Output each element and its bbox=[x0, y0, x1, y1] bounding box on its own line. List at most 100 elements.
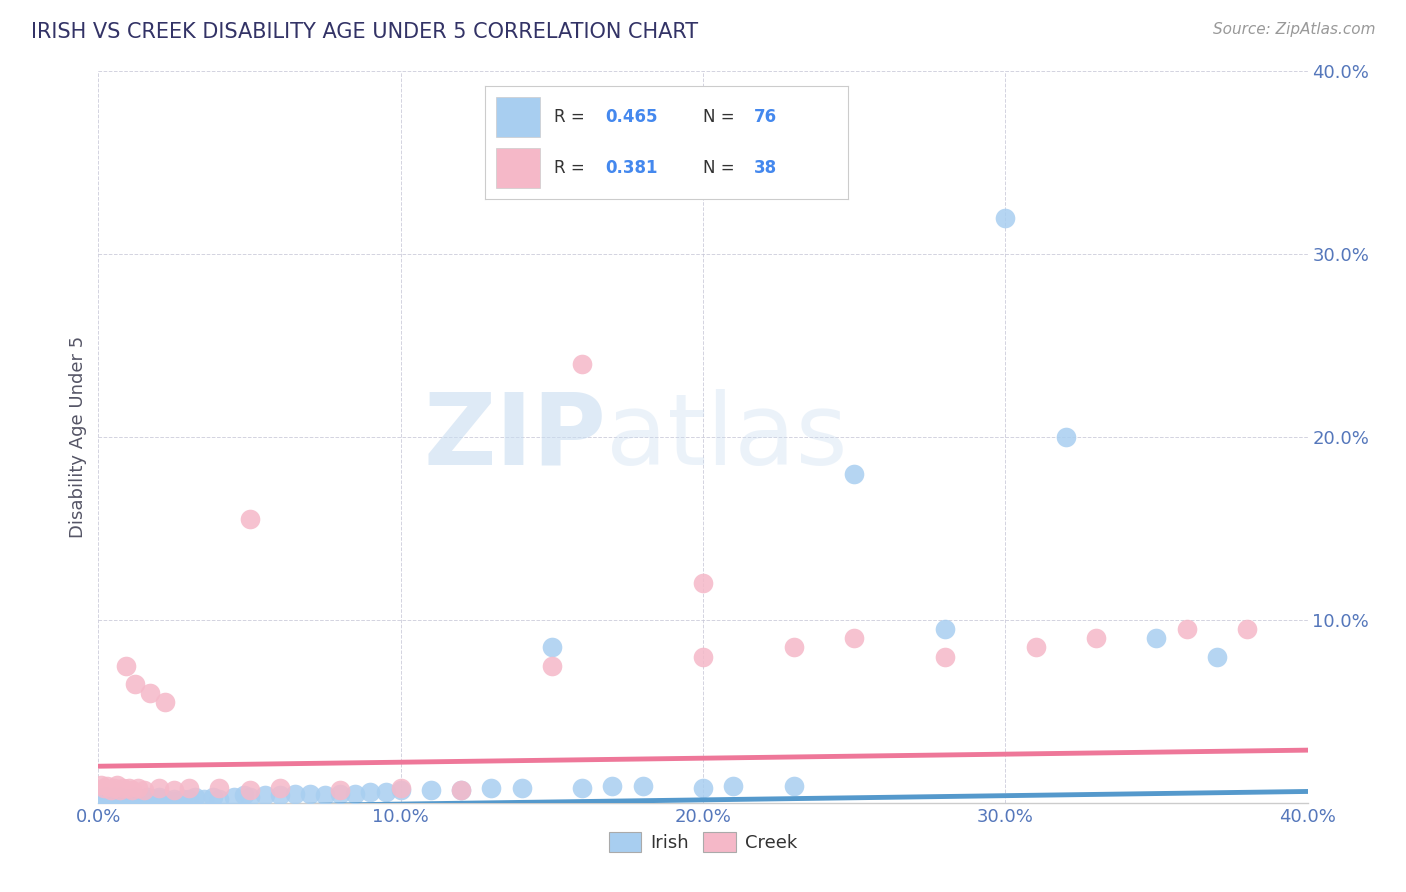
Text: Source: ZipAtlas.com: Source: ZipAtlas.com bbox=[1212, 22, 1375, 37]
Point bbox=[692, 781, 714, 796]
Point bbox=[132, 792, 155, 806]
Point bbox=[114, 658, 136, 673]
Point bbox=[114, 794, 136, 808]
Point bbox=[571, 357, 593, 371]
Point bbox=[269, 789, 291, 803]
Point bbox=[153, 792, 176, 806]
Point bbox=[344, 787, 367, 801]
Point bbox=[100, 792, 122, 806]
Point bbox=[571, 781, 593, 796]
Point bbox=[93, 794, 115, 808]
Point bbox=[111, 794, 134, 808]
Point bbox=[90, 792, 112, 806]
Point bbox=[118, 792, 141, 806]
Point bbox=[96, 790, 118, 805]
Point bbox=[148, 792, 170, 806]
Point bbox=[540, 640, 562, 655]
Point bbox=[148, 781, 170, 796]
Point bbox=[389, 783, 412, 797]
Point bbox=[108, 794, 131, 808]
Point bbox=[135, 790, 157, 805]
Point bbox=[153, 695, 176, 709]
Point bbox=[103, 794, 125, 808]
Text: atlas: atlas bbox=[606, 389, 848, 485]
Point bbox=[232, 789, 254, 803]
Point bbox=[96, 792, 118, 806]
Point bbox=[1236, 622, 1258, 636]
Point bbox=[179, 792, 201, 806]
Point bbox=[105, 792, 128, 806]
Point bbox=[124, 790, 146, 805]
Point bbox=[844, 467, 866, 481]
Point bbox=[208, 792, 231, 806]
Point bbox=[132, 794, 155, 808]
Point bbox=[1085, 632, 1108, 646]
Point bbox=[93, 790, 115, 805]
Point bbox=[269, 781, 291, 796]
Point bbox=[166, 794, 188, 808]
Point bbox=[284, 787, 307, 801]
Point bbox=[1144, 632, 1167, 646]
Point bbox=[631, 780, 654, 794]
Point bbox=[124, 677, 146, 691]
Point bbox=[994, 211, 1017, 225]
Point bbox=[139, 794, 162, 808]
Point bbox=[148, 790, 170, 805]
Point bbox=[389, 781, 412, 796]
Point bbox=[90, 778, 112, 792]
Point bbox=[103, 790, 125, 805]
Point bbox=[1054, 430, 1077, 444]
Point bbox=[239, 790, 262, 805]
Y-axis label: Disability Age Under 5: Disability Age Under 5 bbox=[69, 336, 87, 538]
Point bbox=[96, 780, 118, 794]
Point bbox=[121, 794, 143, 808]
Point bbox=[111, 781, 134, 796]
Point bbox=[114, 792, 136, 806]
Point bbox=[360, 785, 382, 799]
Point bbox=[139, 686, 162, 700]
Text: ZIP: ZIP bbox=[423, 389, 606, 485]
Point bbox=[934, 649, 956, 664]
Point bbox=[145, 794, 167, 808]
Point bbox=[142, 792, 165, 806]
Point bbox=[103, 792, 125, 806]
Point bbox=[1175, 622, 1198, 636]
Point bbox=[723, 780, 745, 794]
Point bbox=[184, 790, 207, 805]
Point bbox=[111, 792, 134, 806]
Point bbox=[150, 794, 173, 808]
Point bbox=[172, 792, 194, 806]
Point bbox=[193, 792, 215, 806]
Point bbox=[100, 783, 122, 797]
Point bbox=[127, 781, 149, 796]
Point bbox=[93, 781, 115, 796]
Point bbox=[100, 794, 122, 808]
Point bbox=[420, 783, 443, 797]
Point bbox=[163, 792, 186, 806]
Point bbox=[121, 783, 143, 797]
Point bbox=[450, 783, 472, 797]
Point bbox=[163, 783, 186, 797]
Point bbox=[481, 781, 503, 796]
Point bbox=[124, 792, 146, 806]
Point bbox=[692, 576, 714, 591]
Point bbox=[202, 790, 225, 805]
Point bbox=[1024, 640, 1046, 655]
Point bbox=[132, 783, 155, 797]
Point bbox=[374, 785, 396, 799]
Point bbox=[329, 783, 352, 797]
Point bbox=[129, 792, 152, 806]
Point bbox=[540, 658, 562, 673]
Point bbox=[299, 787, 322, 801]
Point bbox=[108, 790, 131, 805]
Point bbox=[127, 794, 149, 808]
Point bbox=[224, 790, 246, 805]
Point bbox=[510, 781, 533, 796]
Point bbox=[692, 649, 714, 664]
Point bbox=[118, 781, 141, 796]
Point bbox=[96, 794, 118, 808]
Point bbox=[208, 781, 231, 796]
Text: IRISH VS CREEK DISABILITY AGE UNDER 5 CORRELATION CHART: IRISH VS CREEK DISABILITY AGE UNDER 5 CO… bbox=[31, 22, 697, 42]
Point bbox=[783, 780, 806, 794]
Point bbox=[103, 781, 125, 796]
